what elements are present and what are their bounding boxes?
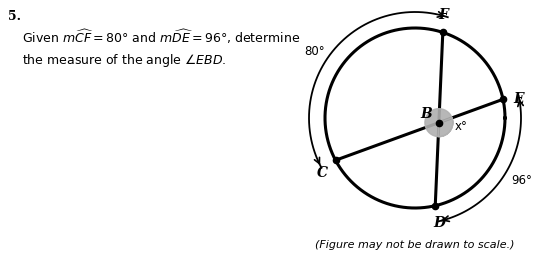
Text: the measure of the angle $\angle EBD$.: the measure of the angle $\angle EBD$.	[22, 52, 227, 69]
Text: 80°: 80°	[304, 45, 325, 58]
Text: Given $m\widehat{CF} = 80°$ and $m\widehat{DE} = 96°$, determine: Given $m\widehat{CF} = 80°$ and $m\wideh…	[22, 28, 300, 46]
Text: x°: x°	[455, 120, 468, 133]
Text: E: E	[513, 92, 524, 106]
Text: B: B	[420, 107, 432, 121]
Text: D: D	[433, 216, 445, 230]
Text: C: C	[316, 166, 327, 180]
Text: 5.: 5.	[8, 10, 21, 23]
Text: (Figure may not be drawn to scale.): (Figure may not be drawn to scale.)	[315, 240, 515, 250]
Text: F: F	[438, 8, 448, 23]
Text: 96°: 96°	[512, 174, 532, 187]
Polygon shape	[425, 109, 453, 137]
